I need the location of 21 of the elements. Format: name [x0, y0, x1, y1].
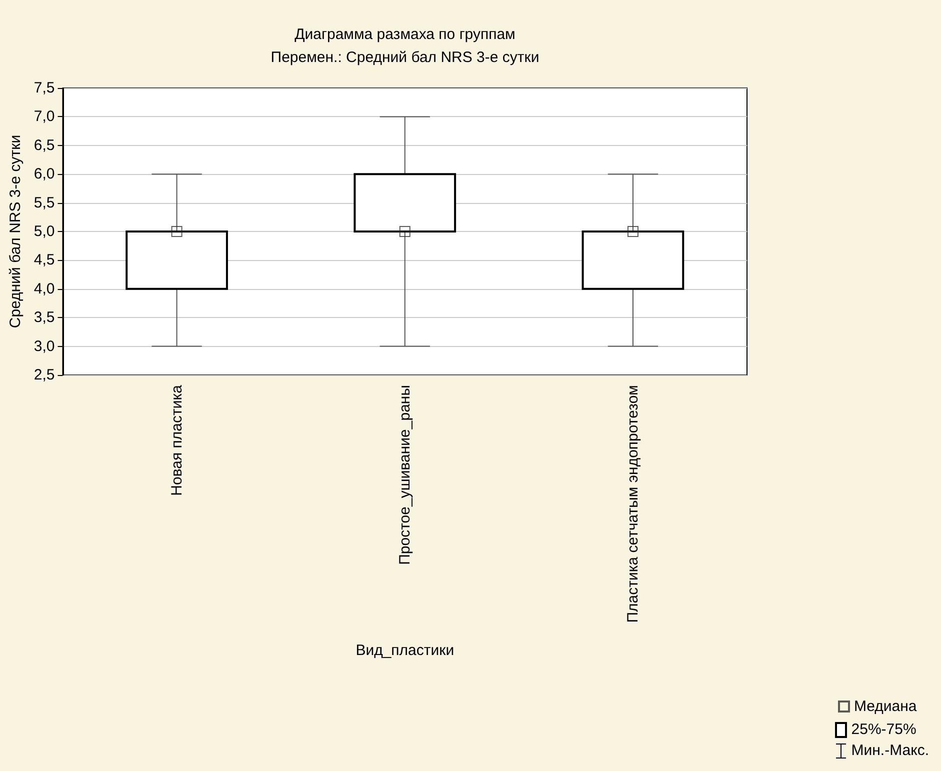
x-tick-label: Пластика сетчатым эндопротезом — [624, 385, 642, 623]
y-tick-label: 7,0 — [34, 108, 55, 126]
y-tick-label: 4,0 — [34, 280, 55, 298]
chart-title: Диаграмма размаха по группам — [294, 26, 516, 43]
y-tick-label: 5,5 — [34, 194, 55, 212]
y-tick-label: 3,0 — [34, 338, 55, 355]
y-tick-label: 3,5 — [34, 309, 55, 326]
y-tick-label: 2,5 — [34, 366, 55, 384]
chart-subtitle: Перемен.: Средний бал NRS 3-е сутки — [270, 49, 540, 66]
y-tick-label: 4,5 — [34, 252, 55, 269]
x-axis-title: Вид_пластики — [356, 642, 454, 659]
y-tick-label: 5,0 — [34, 223, 55, 240]
y-tick-label: 6,0 — [34, 166, 55, 183]
y-tick-label: 7,5 — [34, 80, 55, 96]
legend-label: Медиана — [854, 698, 918, 715]
text: Мин.-Макс. — [851, 741, 929, 761]
y-axis-title: Средний бал NRS 3-е сутки — [7, 134, 24, 328]
text: 25%-75% — [851, 720, 916, 740]
x-tick-label: Простое_ушивание_раны — [396, 385, 414, 565]
y-tick-label: 6,5 — [34, 136, 55, 154]
x-tick-label: Новая пластика — [168, 384, 186, 496]
